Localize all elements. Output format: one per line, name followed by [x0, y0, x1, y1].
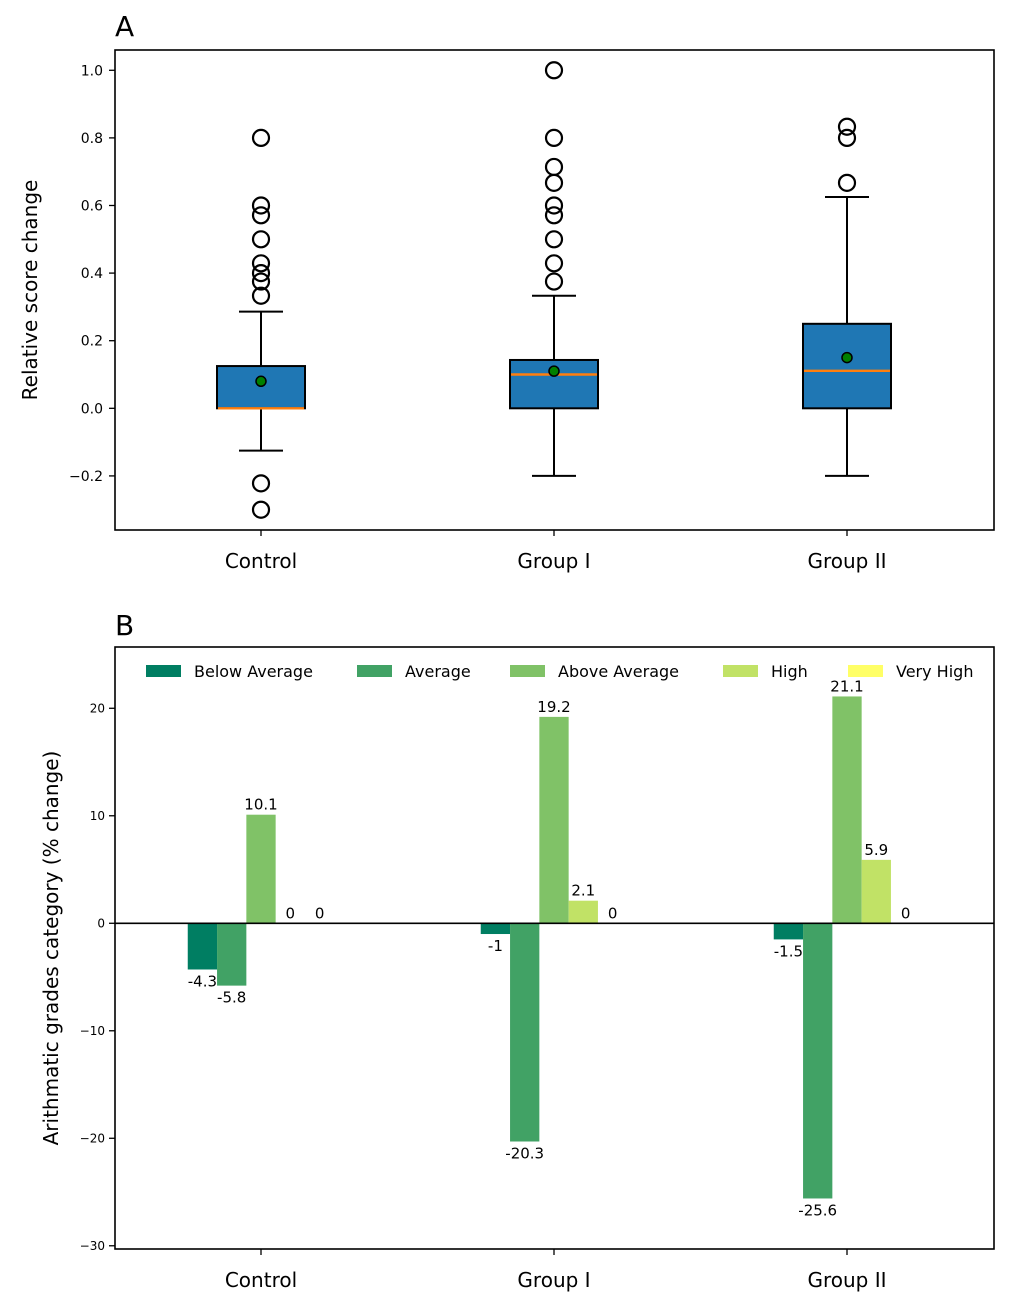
- data-label: 2.1: [571, 882, 595, 900]
- y-tick-label: 0: [97, 916, 105, 930]
- panel-label-b: B: [115, 609, 134, 642]
- mean-marker: [841, 351, 853, 364]
- data-label: 0: [608, 904, 618, 922]
- bar: [832, 696, 862, 924]
- bar-chart-panel: −30 −20 −10 0 10 20 Arithmatic grades category…: [39, 646, 995, 1292]
- outlier-point: [544, 173, 564, 192]
- y-tick-label: 10: [90, 809, 105, 823]
- box-iqr: [216, 365, 306, 410]
- data-label: 0: [286, 904, 296, 922]
- y-tick-label: −0.2: [69, 469, 103, 485]
- mean-marker: [548, 365, 560, 377]
- y-tick-label: −30: [80, 1239, 105, 1253]
- data-label: 21.1: [830, 677, 863, 695]
- outlier-point: [251, 206, 271, 225]
- bar: [539, 716, 569, 924]
- bar: [861, 859, 891, 924]
- outlier-point: [251, 254, 271, 273]
- y-tick-label: −20: [80, 1131, 105, 1145]
- x-tick-label: Group II: [807, 1268, 886, 1292]
- mean-marker: [255, 375, 267, 388]
- outlier-point: [544, 61, 564, 80]
- y-tick-label: 0.2: [81, 334, 103, 350]
- data-label: -1: [488, 937, 503, 955]
- legend-swatch: [848, 665, 883, 677]
- outlier-point: [544, 206, 564, 225]
- y-tick-label: 20: [90, 701, 105, 715]
- legend-swatch: [723, 665, 758, 677]
- legend-swatch: [357, 665, 392, 677]
- y-tick-label: 1.0: [81, 63, 103, 79]
- data-label: 0: [315, 904, 325, 922]
- outlier-point: [251, 286, 271, 305]
- outlier-point: [251, 474, 271, 493]
- y-tick-label: 0.6: [81, 198, 103, 214]
- y-tick-label: 0.8: [81, 131, 103, 147]
- data-label: 0: [901, 904, 911, 922]
- legend-label: Very High: [896, 662, 973, 681]
- boxplot-panel: −0.2 0.0 0.2 0.4 0.6 0.8 1.0 Relative score cha…: [18, 49, 995, 573]
- bar: [187, 923, 218, 970]
- outlier-point: [251, 272, 271, 291]
- legend-label: Below Average: [194, 662, 313, 681]
- x-tick-label: Group I: [517, 1268, 590, 1292]
- x-tick-label: Group II: [807, 549, 886, 573]
- legend-label: Above Average: [558, 662, 679, 681]
- outlier-point: [251, 128, 271, 147]
- legend-swatch: [510, 665, 545, 677]
- legend-label: High: [771, 662, 808, 681]
- bar: [510, 923, 540, 1142]
- bar: [773, 923, 804, 940]
- outlier-point: [251, 196, 271, 215]
- data-label: 19.2: [537, 698, 570, 716]
- outlier-point: [544, 128, 564, 147]
- bar: [803, 923, 833, 1199]
- outlier-point: [837, 173, 857, 192]
- legend-label: Average: [405, 662, 471, 681]
- outlier-point: [544, 230, 564, 249]
- y-tick-label: 0.0: [81, 401, 103, 417]
- data-label: -4.3: [188, 973, 217, 991]
- bar: [480, 923, 511, 935]
- data-label: -5.8: [217, 989, 246, 1007]
- bar: [246, 814, 276, 924]
- box-iqr: [802, 322, 892, 410]
- y-axis-label: Arithmatic grades category (% change): [39, 751, 63, 1146]
- y-axis-label: Relative score change: [18, 180, 42, 401]
- data-label: -20.3: [505, 1145, 544, 1163]
- data-label: 10.1: [244, 796, 277, 814]
- x-tick-label: Control: [225, 549, 297, 573]
- outlier-point: [251, 230, 271, 249]
- outlier-point: [544, 272, 564, 291]
- outlier-point: [544, 157, 564, 177]
- outlier-point: [251, 500, 271, 519]
- data-label: -1.5: [774, 942, 803, 960]
- legend-swatch: [146, 665, 181, 677]
- data-label: 5.9: [864, 841, 888, 859]
- panel-label-a: A: [115, 10, 134, 43]
- outlier-point: [544, 196, 564, 215]
- data-label: -25.6: [798, 1201, 837, 1219]
- outlier-point: [837, 128, 857, 147]
- outlier-point: [544, 254, 564, 273]
- bar: [568, 900, 598, 924]
- x-tick-label: Control: [225, 1268, 297, 1292]
- y-tick-label: −10: [80, 1024, 105, 1038]
- y-tick-label: 0.4: [81, 266, 103, 282]
- outlier-point: [837, 117, 857, 136]
- outlier-point: [251, 263, 271, 283]
- bar: [217, 923, 247, 986]
- x-tick-label: Group I: [517, 549, 590, 573]
